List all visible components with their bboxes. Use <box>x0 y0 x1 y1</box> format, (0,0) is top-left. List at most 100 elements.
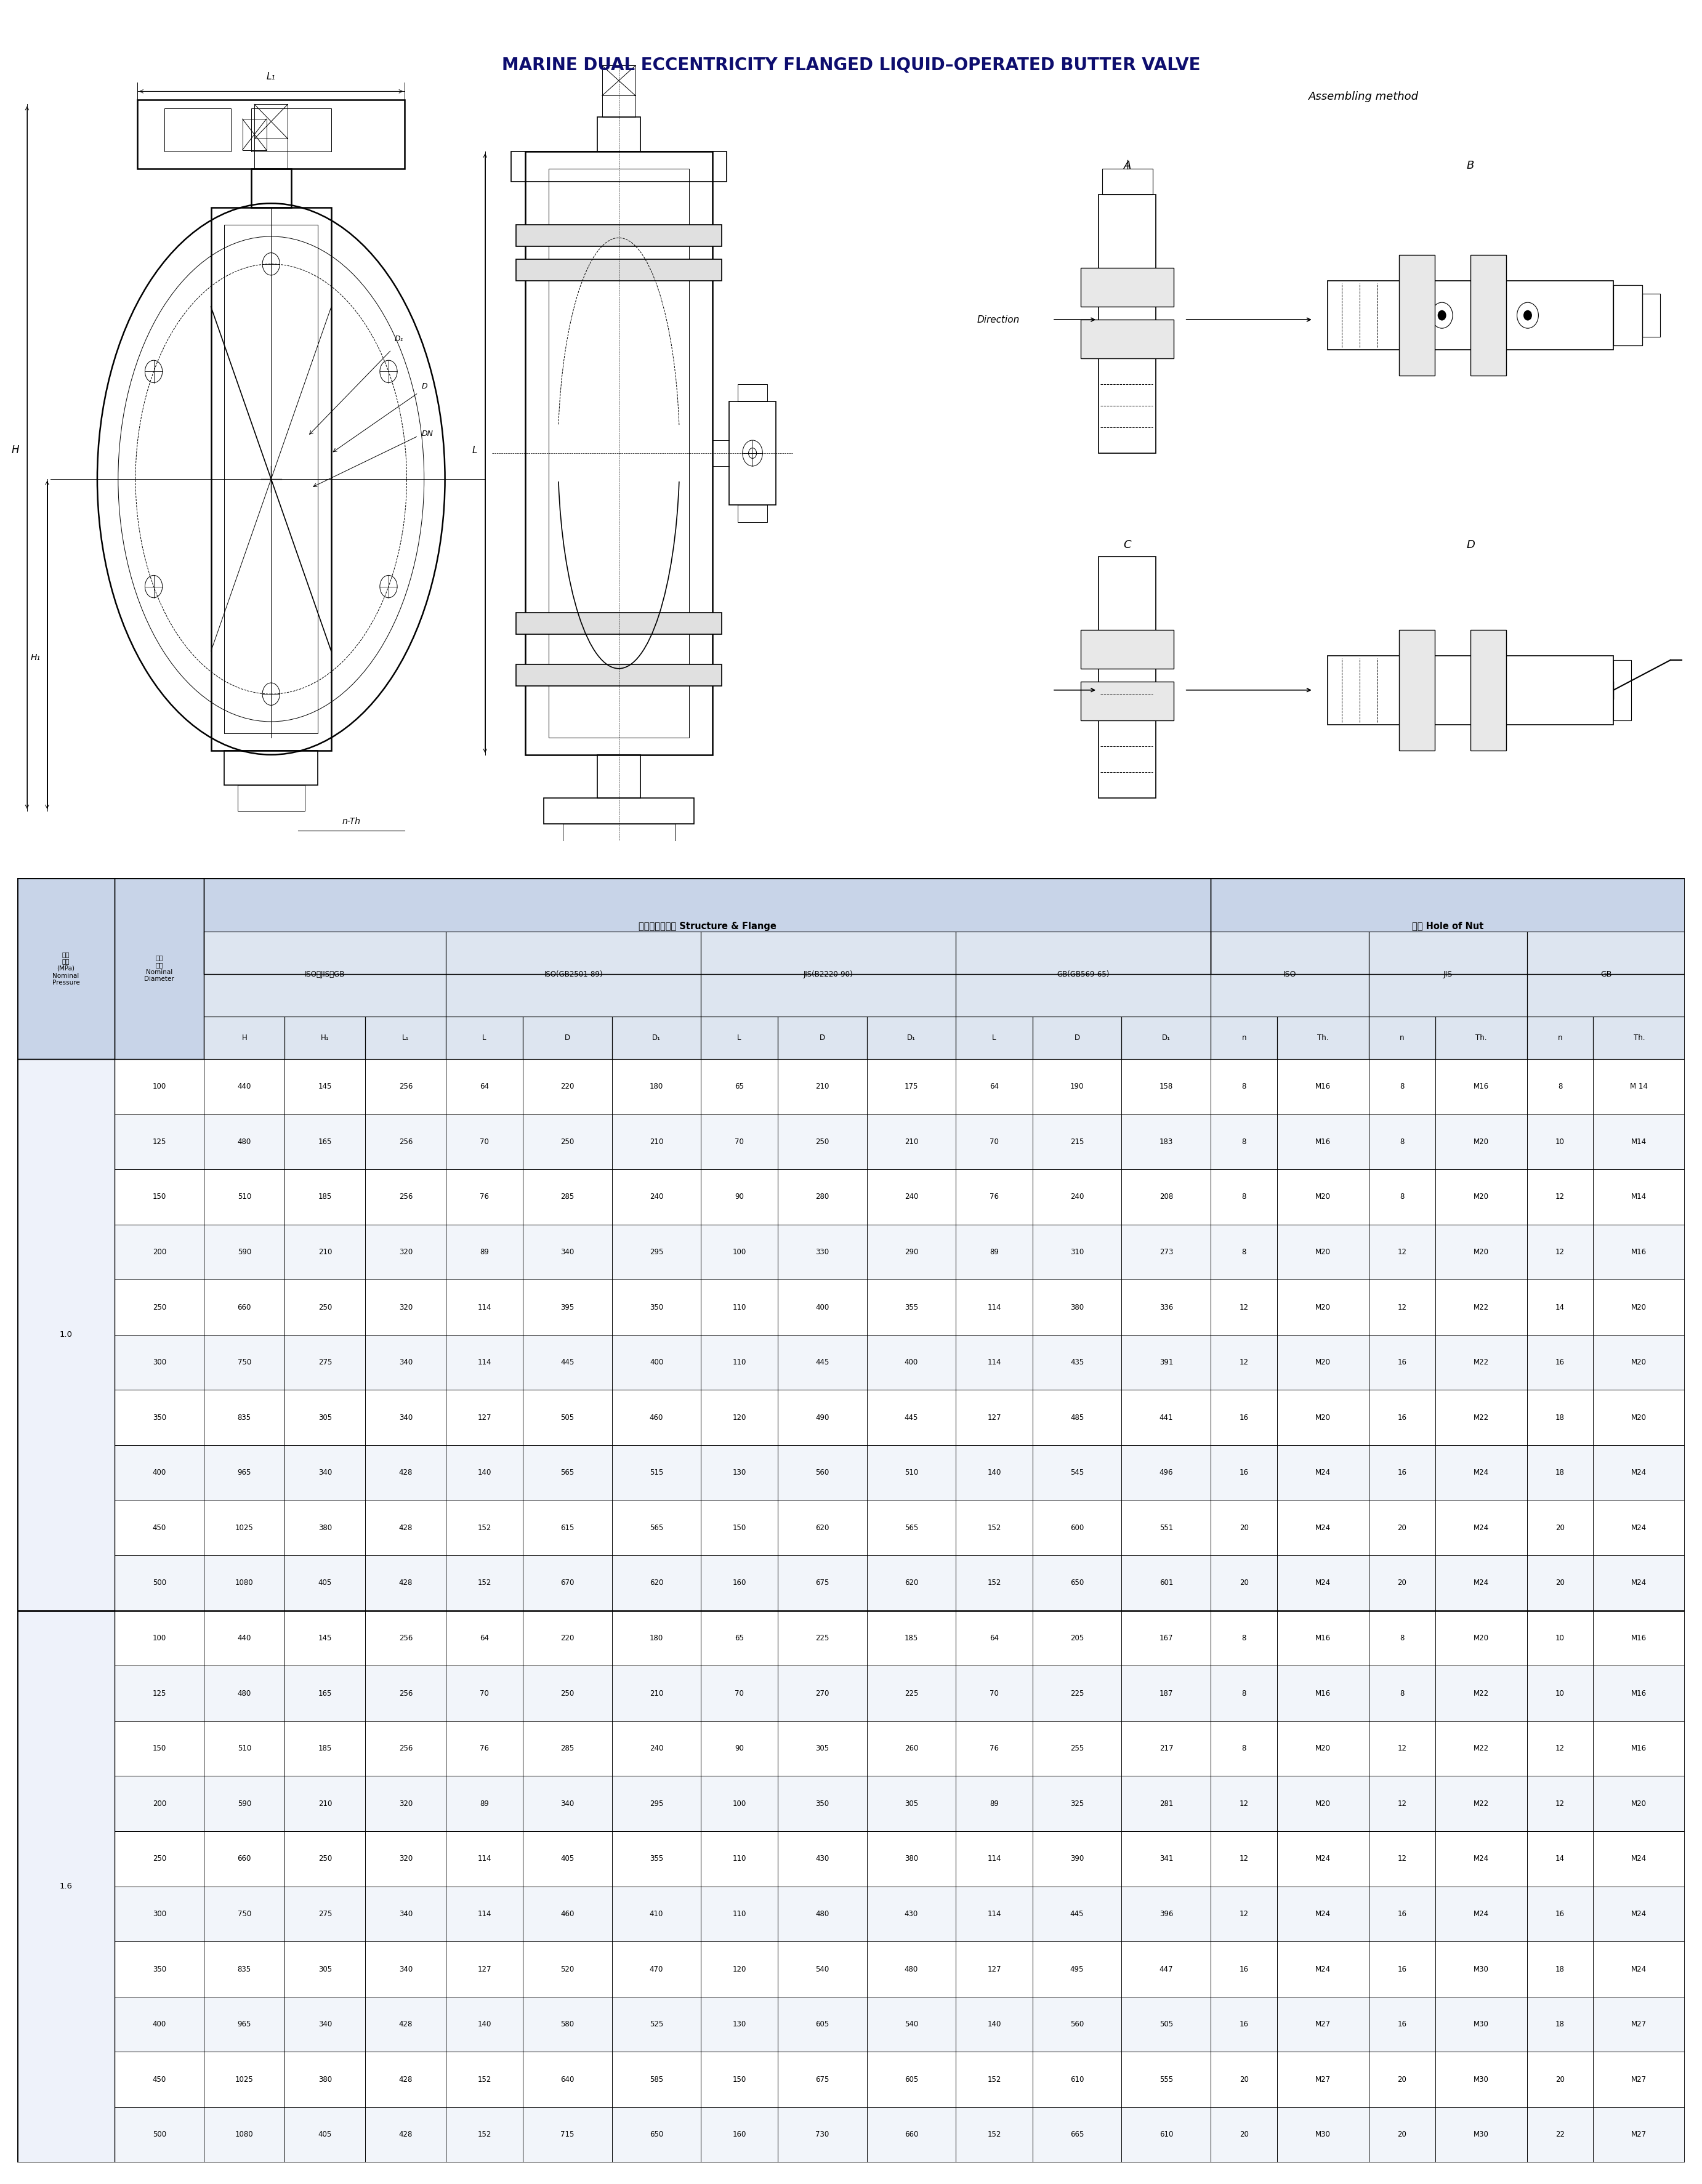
Bar <box>778 1776 866 1830</box>
Bar <box>866 1610 957 1666</box>
Bar <box>366 1018 446 1059</box>
Bar <box>1527 1666 1593 1721</box>
Bar <box>866 1168 957 1225</box>
Bar <box>204 1721 284 1776</box>
Bar <box>611 1225 701 1280</box>
Bar <box>523 1334 611 1389</box>
Bar <box>1033 1555 1122 1610</box>
Text: M24: M24 <box>1316 1966 1331 1972</box>
Bar <box>957 1830 1033 1887</box>
Bar <box>701 1996 778 2051</box>
Bar <box>701 1059 778 1114</box>
Bar <box>1210 1059 1276 1114</box>
Bar <box>866 1114 957 1168</box>
Text: 220: 220 <box>560 1634 574 1642</box>
Text: 405: 405 <box>318 2132 332 2138</box>
Text: M24: M24 <box>1316 1911 1331 1918</box>
Text: 185: 185 <box>318 1192 332 1201</box>
Text: 公称
通径
Nominal
Diameter: 公称 通径 Nominal Diameter <box>145 954 174 983</box>
Bar <box>446 1334 523 1389</box>
Text: 240: 240 <box>650 1745 664 1752</box>
Text: 295: 295 <box>650 1247 664 1256</box>
Text: 380: 380 <box>1071 1304 1084 1310</box>
Bar <box>1527 1610 1593 1666</box>
Bar <box>1527 1721 1593 1776</box>
Bar <box>603 96 635 118</box>
Bar <box>611 2108 701 2162</box>
Text: 310: 310 <box>1071 1247 1084 1256</box>
Text: 250: 250 <box>815 1138 829 1147</box>
Text: 20: 20 <box>1239 1524 1249 1531</box>
Bar <box>1122 2051 1210 2108</box>
Bar <box>114 1446 204 1500</box>
Bar <box>701 933 957 1018</box>
Bar <box>446 1389 523 1446</box>
Bar <box>866 1168 957 1225</box>
Bar <box>611 1018 701 1059</box>
Bar <box>284 1225 366 1280</box>
Text: 340: 340 <box>560 1247 574 1256</box>
Bar <box>957 1168 1033 1225</box>
Bar <box>1593 1446 1685 1500</box>
Text: 8: 8 <box>1242 1690 1246 1697</box>
Bar <box>204 1059 284 1114</box>
Bar <box>523 1059 611 1114</box>
Bar <box>1593 1018 1685 1059</box>
Text: D: D <box>1465 539 1476 550</box>
Text: 590: 590 <box>238 1247 252 1256</box>
Bar <box>114 2051 204 2108</box>
Text: 12: 12 <box>1239 1304 1249 1310</box>
Bar <box>1368 1168 1435 1225</box>
Bar <box>611 1018 701 1059</box>
Text: 16: 16 <box>1239 1966 1249 1972</box>
Bar <box>866 2108 957 2162</box>
Bar <box>866 1776 957 1830</box>
Bar <box>866 1114 957 1168</box>
Text: 20: 20 <box>1556 1579 1564 1588</box>
Bar <box>1033 1114 1122 1168</box>
Text: 600: 600 <box>1071 1524 1084 1531</box>
Bar <box>1210 933 1368 1018</box>
Bar <box>778 1610 866 1666</box>
Bar <box>957 1610 1033 1666</box>
Bar <box>1210 1555 1276 1610</box>
Bar <box>548 168 689 738</box>
Bar <box>701 1168 778 1225</box>
Bar <box>1276 1721 1368 1776</box>
Bar <box>957 1666 1033 1721</box>
Bar <box>204 2108 284 2162</box>
Bar <box>523 1280 611 1334</box>
Text: 16: 16 <box>1556 1358 1564 1367</box>
Bar <box>204 1334 284 1389</box>
Bar <box>284 1280 366 1334</box>
Bar <box>778 1059 866 1114</box>
Text: 605: 605 <box>904 2075 917 2084</box>
Bar <box>114 1114 204 1168</box>
Text: 结构及法兰尺寸 Structure & Flange: 结构及法兰尺寸 Structure & Flange <box>638 922 776 930</box>
Bar <box>701 1280 778 1334</box>
Text: 70: 70 <box>735 1690 744 1697</box>
Text: 450: 450 <box>153 2075 167 2084</box>
Bar <box>957 1389 1033 1446</box>
Text: 100: 100 <box>732 1247 745 1256</box>
Bar <box>523 1114 611 1168</box>
Text: DN: DN <box>422 430 434 437</box>
Bar <box>523 1996 611 2051</box>
Bar <box>611 1610 701 1666</box>
Text: L₁: L₁ <box>267 72 276 81</box>
Text: 10: 10 <box>1556 1634 1564 1642</box>
Bar <box>204 1996 284 2051</box>
Bar <box>204 1114 284 1168</box>
Text: 16: 16 <box>1397 2020 1406 2029</box>
Bar <box>1368 2051 1435 2108</box>
Text: 8: 8 <box>1242 1192 1246 1201</box>
Bar <box>523 1776 611 1830</box>
Bar <box>1593 1666 1685 1721</box>
Bar <box>204 1225 284 1280</box>
Bar <box>114 1334 204 1389</box>
Bar <box>701 1114 778 1168</box>
Bar <box>366 1942 446 1996</box>
Bar <box>204 1721 284 1776</box>
Bar <box>778 1114 866 1168</box>
Bar <box>1122 1225 1210 1280</box>
